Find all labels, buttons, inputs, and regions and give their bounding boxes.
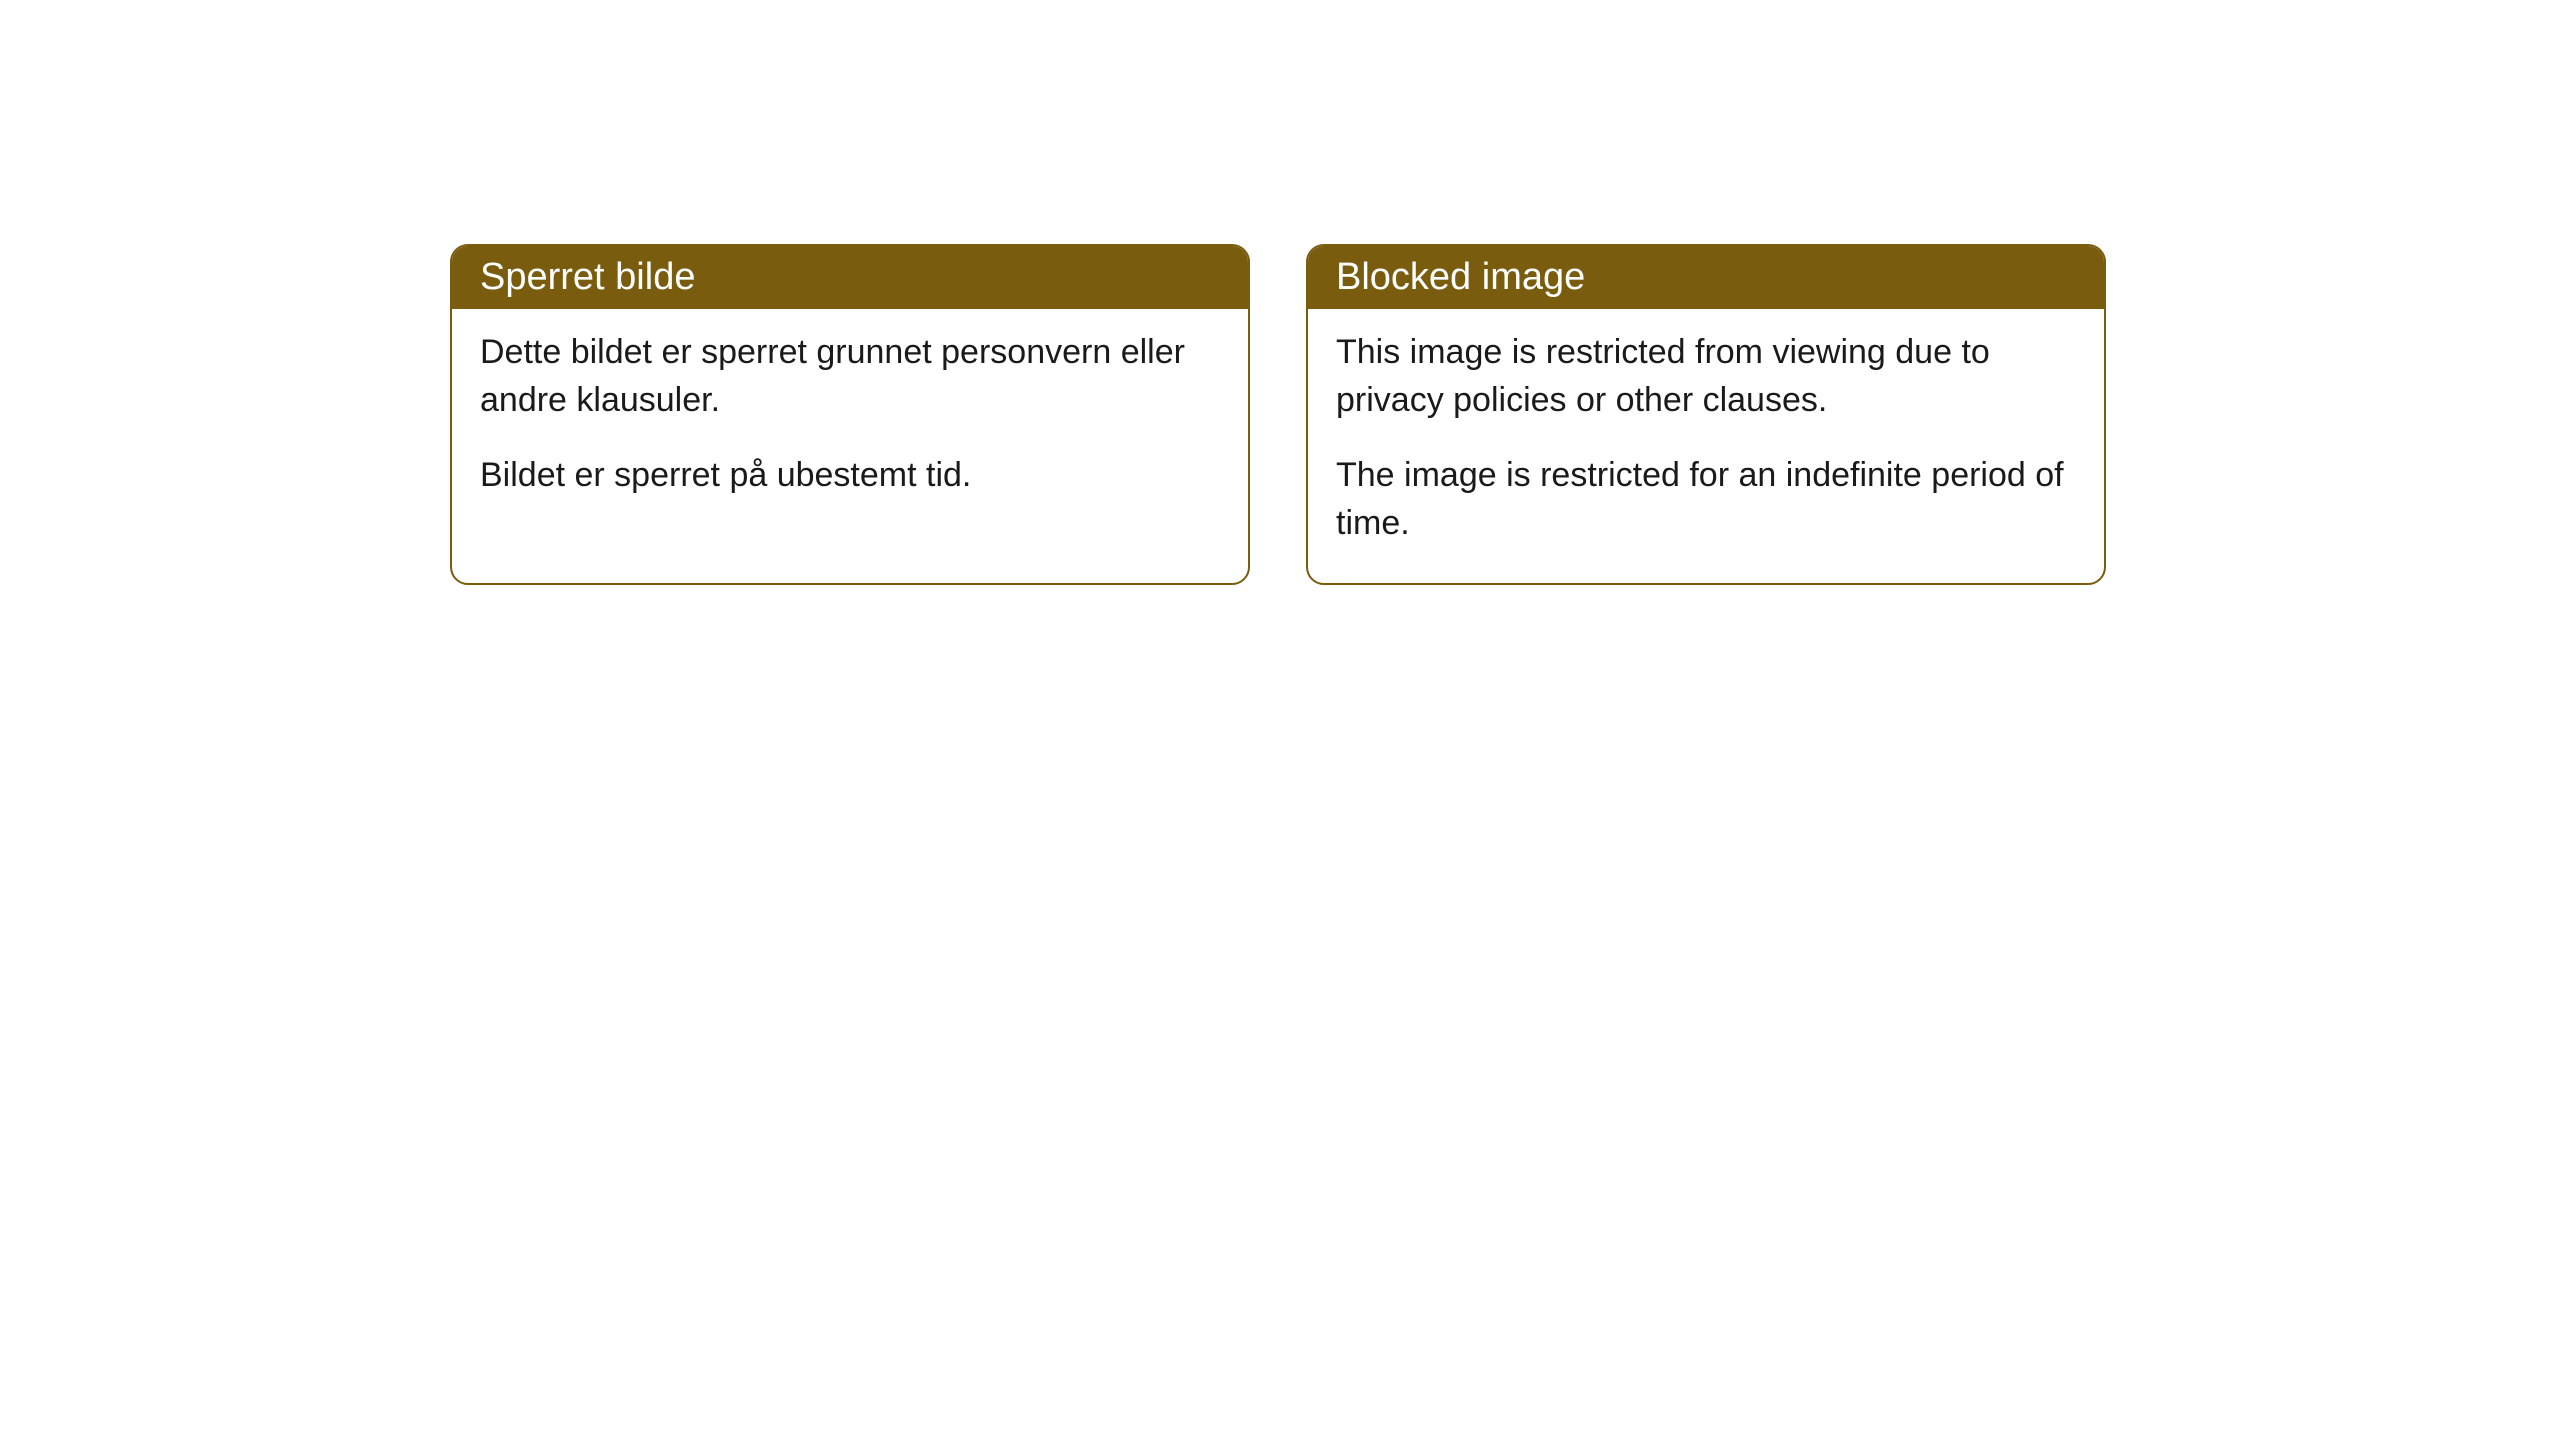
card-body-en: This image is restricted from viewing du… (1308, 309, 2104, 583)
blocked-image-card-en: Blocked image This image is restricted f… (1306, 244, 2106, 585)
card-paragraph1-en: This image is restricted from viewing du… (1336, 329, 2076, 424)
card-header-no: Sperret bilde (452, 246, 1248, 309)
blocked-image-card-no: Sperret bilde Dette bildet er sperret gr… (450, 244, 1250, 585)
card-body-no: Dette bildet er sperret grunnet personve… (452, 309, 1248, 536)
card-paragraph2-no: Bildet er sperret på ubestemt tid. (480, 452, 1220, 500)
card-paragraph2-en: The image is restricted for an indefinit… (1336, 452, 2076, 547)
cards-container: Sperret bilde Dette bildet er sperret gr… (450, 244, 2106, 585)
card-header-en: Blocked image (1308, 246, 2104, 309)
card-paragraph1-no: Dette bildet er sperret grunnet personve… (480, 329, 1220, 424)
